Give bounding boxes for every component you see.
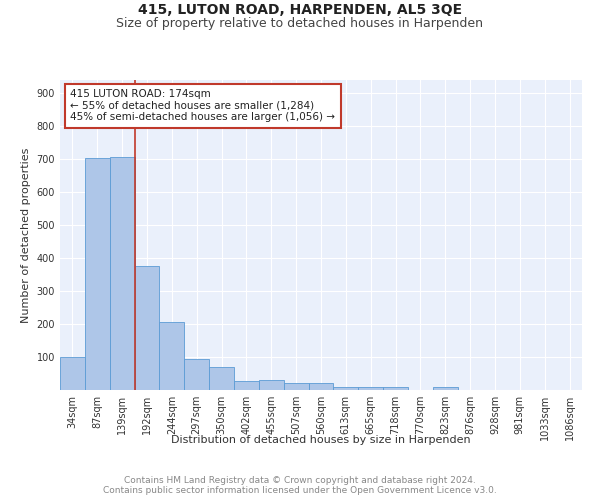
Bar bbox=[383, 388, 408, 390]
Bar bbox=[85, 158, 110, 390]
Text: 415, LUTON ROAD, HARPENDEN, AL5 3QE: 415, LUTON ROAD, HARPENDEN, AL5 3QE bbox=[138, 2, 462, 16]
Bar bbox=[134, 266, 160, 390]
Text: 415 LUTON ROAD: 174sqm
← 55% of detached houses are smaller (1,284)
45% of semi-: 415 LUTON ROAD: 174sqm ← 55% of detached… bbox=[70, 90, 335, 122]
Bar bbox=[433, 388, 458, 390]
Y-axis label: Number of detached properties: Number of detached properties bbox=[21, 148, 31, 322]
Bar bbox=[234, 381, 259, 390]
Bar bbox=[334, 386, 358, 390]
Bar bbox=[60, 357, 85, 390]
Bar bbox=[259, 380, 284, 390]
Bar bbox=[308, 382, 334, 390]
Text: Size of property relative to detached houses in Harpenden: Size of property relative to detached ho… bbox=[116, 18, 484, 30]
Bar bbox=[184, 358, 209, 390]
Bar bbox=[284, 384, 308, 390]
Text: Distribution of detached houses by size in Harpenden: Distribution of detached houses by size … bbox=[171, 435, 471, 445]
Bar bbox=[110, 157, 134, 390]
Bar bbox=[160, 322, 184, 390]
Text: Contains HM Land Registry data © Crown copyright and database right 2024.
Contai: Contains HM Land Registry data © Crown c… bbox=[103, 476, 497, 495]
Bar bbox=[209, 367, 234, 390]
Bar bbox=[358, 388, 383, 390]
